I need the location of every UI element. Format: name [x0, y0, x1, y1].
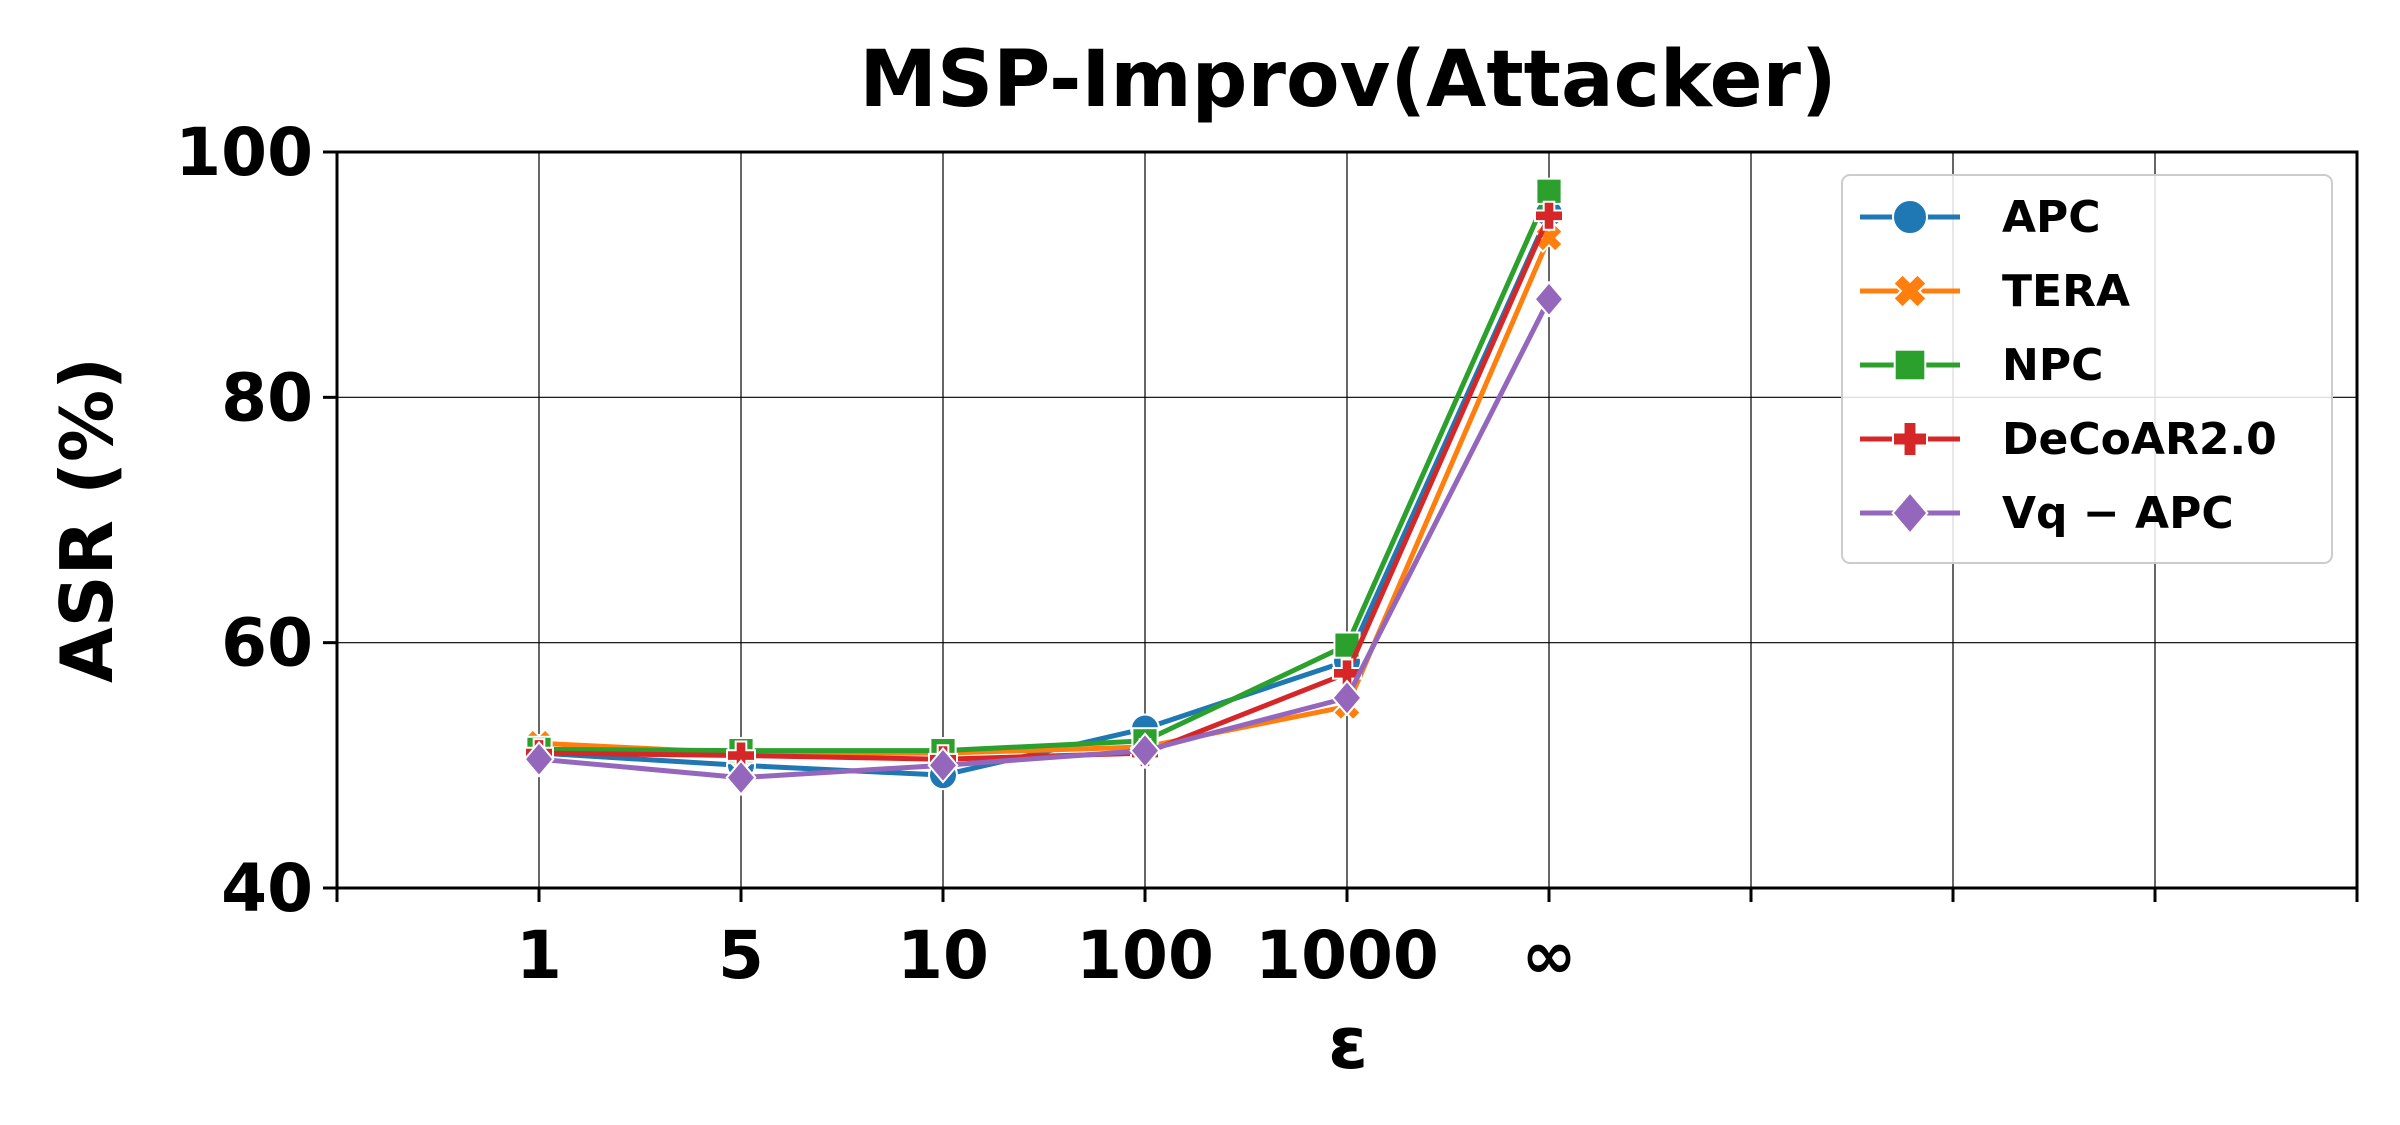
y-tick-label: 100	[175, 114, 313, 191]
series-tera	[523, 222, 1565, 769]
y-tick-label: 40	[221, 850, 313, 927]
legend-swatch-marker	[1891, 272, 1929, 310]
legend-swatch-marker	[1892, 199, 1928, 235]
series-line	[538, 212, 1552, 778]
y-tick-label: 60	[221, 605, 313, 682]
x-tick-label: 5	[718, 917, 764, 994]
legend-swatch-marker	[1891, 491, 1929, 535]
legend-label: Vq − APC	[2002, 488, 2234, 539]
x-tick-label: 1000	[1255, 917, 1439, 994]
legend-label: NPC	[2002, 340, 2103, 391]
data-point	[1533, 280, 1565, 318]
legend-label: DeCoAR2.0	[2002, 414, 2277, 465]
legend-item: TERA	[1860, 266, 2130, 317]
series-layer	[523, 177, 1565, 796]
series-decoar2-0	[524, 200, 1564, 775]
x-tick-label: 1	[516, 917, 562, 994]
x-tick-label: 10	[897, 917, 989, 994]
data-point	[1129, 732, 1161, 769]
legend-item: DeCoAR2.0	[1860, 414, 2277, 465]
legend-frame	[1841, 174, 2333, 564]
chart-title: MSP-Improv(Attacker)	[859, 35, 1836, 125]
legend-item: Vq − APC	[1860, 488, 2234, 539]
series-line	[538, 298, 1552, 781]
series-vq-apc	[523, 280, 1565, 796]
series-npc	[525, 177, 1563, 765]
y-axis-label: ASR (%)	[45, 357, 129, 683]
data-point	[1535, 177, 1563, 205]
legend-item: APC	[1860, 192, 2101, 243]
y-tick-label: 80	[221, 359, 313, 436]
data-point	[1331, 679, 1363, 717]
series-line	[538, 236, 1552, 756]
data-point	[927, 746, 959, 784]
x-tick-label: ∞	[1522, 917, 1577, 994]
data-point	[523, 740, 555, 778]
legend-swatch-marker	[1892, 421, 1928, 457]
series-apc	[524, 198, 1564, 791]
legend-item: NPC	[1860, 340, 2103, 391]
series-line	[538, 190, 1552, 754]
legend-label: APC	[2002, 192, 2101, 243]
series-line	[538, 214, 1552, 762]
legend: APC TERA NPC DeCoAR2.0 Vq − APC	[1841, 174, 2333, 564]
data-point	[1534, 200, 1564, 231]
legend-label: TERA	[2002, 266, 2130, 317]
data-point	[725, 759, 757, 796]
x-tick-label: 100	[1076, 917, 1214, 994]
legend-swatch-marker	[1893, 348, 1927, 382]
ticks: 1 5 10 100 1000 ∞ 40 60 80 100	[175, 114, 2359, 994]
x-axis-label: ε	[1328, 1001, 1368, 1085]
